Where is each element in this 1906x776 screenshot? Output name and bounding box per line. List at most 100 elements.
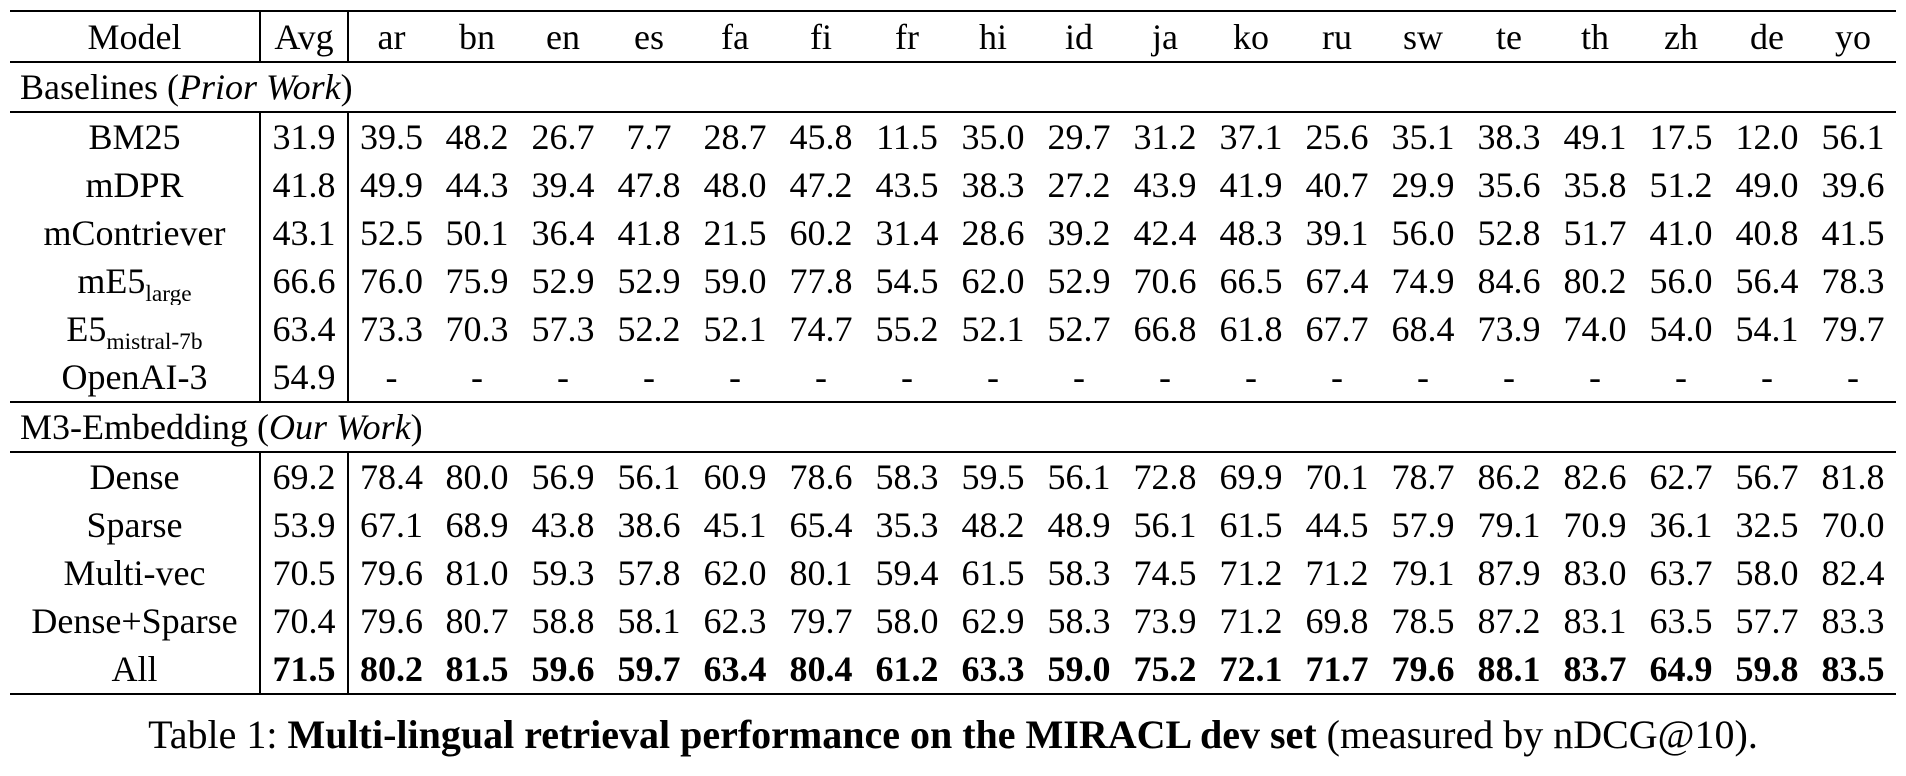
score-cell: 79.1 <box>1391 553 1455 593</box>
table-body: Baselines (Prior Work) BM25 31.9 39.5 48.2 26… <box>10 61 1896 694</box>
score-cell: 40.7 <box>1305 165 1369 205</box>
score-cell: 35.0 <box>961 117 1025 157</box>
score-cell: 61.2 <box>875 649 939 689</box>
column-header-ja: ja <box>1122 11 1208 63</box>
score-cell: 63.7 <box>1649 553 1713 593</box>
score-cell: - <box>1417 357 1429 397</box>
score-cell: 70.0 <box>1821 505 1885 545</box>
score-cell: 80.0 <box>445 457 509 497</box>
score-cell: 47.8 <box>617 165 681 205</box>
score-cell: 63.3 <box>961 649 1025 689</box>
score-cell: 59.4 <box>875 553 939 593</box>
score-cell: 78.5 <box>1391 601 1455 641</box>
column-header-zh: zh <box>1638 11 1724 63</box>
score-cell: - <box>1589 357 1601 397</box>
score-cell: 75.9 <box>445 261 509 301</box>
score-cell: 78.3 <box>1821 261 1885 301</box>
score-cell: - <box>1761 357 1773 397</box>
score-cell: 52.7 <box>1047 309 1111 349</box>
avg-value: 31.9 <box>260 112 349 161</box>
model-name: Dense+Sparse <box>10 597 261 645</box>
score-cell: 49.9 <box>360 165 423 205</box>
score-cell: - <box>557 357 569 397</box>
score-cell: - <box>987 357 999 397</box>
score-cell: 66.5 <box>1219 261 1283 301</box>
score-cell: 56.1 <box>1047 457 1111 497</box>
score-cell: 48.0 <box>703 165 767 205</box>
score-cell: 80.4 <box>789 649 853 689</box>
score-cell: 79.7 <box>789 601 853 641</box>
column-header-sw: sw <box>1380 11 1466 63</box>
table-row: Dense+Sparse 70.4 79.6 80.7 58.8 58.1 62.3 79.7… <box>10 597 1896 645</box>
column-header-th: th <box>1552 11 1638 63</box>
column-header-ru: ru <box>1294 11 1380 63</box>
score-cell: 43.8 <box>531 505 595 545</box>
score-cell: 69.8 <box>1305 601 1369 641</box>
score-cell: 64.9 <box>1649 649 1713 689</box>
table-row: E5mistral-7b 63.4 73.3 70.3 57.3 52.2 52.1 74.7… <box>10 305 1896 353</box>
score-cell: 39.6 <box>1821 165 1885 205</box>
score-cell: 87.9 <box>1477 553 1541 593</box>
score-cell: 60.2 <box>789 213 853 253</box>
score-cell: 68.4 <box>1391 309 1455 349</box>
score-cell: 52.1 <box>961 309 1025 349</box>
score-cell: 80.7 <box>445 601 509 641</box>
score-cell: 52.9 <box>1047 261 1111 301</box>
section-header-row: M3-Embedding (Our Work) <box>10 401 1896 453</box>
avg-value: 69.2 <box>260 452 349 501</box>
score-cell: 66.8 <box>1133 309 1197 349</box>
score-cell: 58.8 <box>531 601 595 641</box>
table-row: BM25 31.9 39.5 48.2 26.7 7.7 28.7 45.8 11.5 35.0 2… <box>10 112 1896 161</box>
score-cell: 56.4 <box>1735 261 1799 301</box>
score-cell: 79.7 <box>1821 309 1885 349</box>
table-row: All 71.5 80.2 81.5 59.6 59.7 63.4 80.4 61.2 63.3 5… <box>10 645 1896 694</box>
column-header-hi: hi <box>950 11 1036 63</box>
score-cell: 61.8 <box>1219 309 1283 349</box>
section-header-italic: Prior Work <box>178 67 341 107</box>
score-cell: 44.3 <box>445 165 509 205</box>
table-row: Sparse 53.9 67.1 68.9 43.8 38.6 45.1 65.4 35.3 48… <box>10 501 1896 549</box>
score-cell: 67.1 <box>360 505 423 545</box>
section-header-row: Baselines (Prior Work) <box>10 61 1896 113</box>
score-cell: 74.7 <box>789 309 853 349</box>
score-cell: 39.4 <box>531 165 595 205</box>
score-cell: 52.5 <box>360 213 423 253</box>
score-cell: 25.6 <box>1305 117 1369 157</box>
score-cell: 79.6 <box>1391 649 1455 689</box>
caption-prefix: Table 1: <box>148 712 288 757</box>
score-cell: 56.0 <box>1649 261 1713 301</box>
score-cell: 79.6 <box>360 601 423 641</box>
model-subscript: mistral-7b <box>106 329 203 353</box>
model-name: BM25 <box>10 112 261 161</box>
score-cell: 59.0 <box>703 261 767 301</box>
score-cell: 48.3 <box>1219 213 1283 253</box>
score-cell: 83.3 <box>1821 601 1885 641</box>
score-cell: 38.3 <box>961 165 1025 205</box>
score-cell: 68.9 <box>445 505 509 545</box>
model-subscript: large <box>145 281 192 305</box>
table-row: mContriever 43.1 52.5 50.1 36.4 41.8 21.5 60.2 3… <box>10 209 1896 257</box>
score-cell: 61.5 <box>1219 505 1283 545</box>
score-cell: 63.4 <box>703 649 767 689</box>
column-header-avg: Avg <box>260 11 349 63</box>
score-cell: 56.7 <box>1735 457 1799 497</box>
score-cell: 39.1 <box>1305 213 1369 253</box>
score-cell: 71.2 <box>1219 601 1283 641</box>
score-cell: 65.4 <box>789 505 853 545</box>
avg-value: 53.9 <box>260 501 349 549</box>
score-cell: 17.5 <box>1649 117 1713 157</box>
results-table: Model Avg ar bn en es fa fi fr hi id ja ko ru sw te th zh… <box>10 10 1896 695</box>
score-cell: 73.9 <box>1477 309 1541 349</box>
score-cell: - <box>1847 357 1859 397</box>
table-row: mDPR 41.8 49.9 44.3 39.4 47.8 48.0 47.2 43.5 38.3… <box>10 161 1896 209</box>
score-cell: 41.9 <box>1219 165 1283 205</box>
score-cell: 57.8 <box>617 553 681 593</box>
section-header-label: Baselines (Prior Work) <box>10 61 1896 113</box>
score-cell: 81.5 <box>445 649 509 689</box>
score-cell: 51.7 <box>1563 213 1627 253</box>
score-cell: 27.2 <box>1047 165 1111 205</box>
score-cell: 67.4 <box>1305 261 1369 301</box>
column-header-yo: yo <box>1810 11 1896 63</box>
score-cell: - <box>385 357 398 397</box>
score-cell: 36.1 <box>1649 505 1713 545</box>
